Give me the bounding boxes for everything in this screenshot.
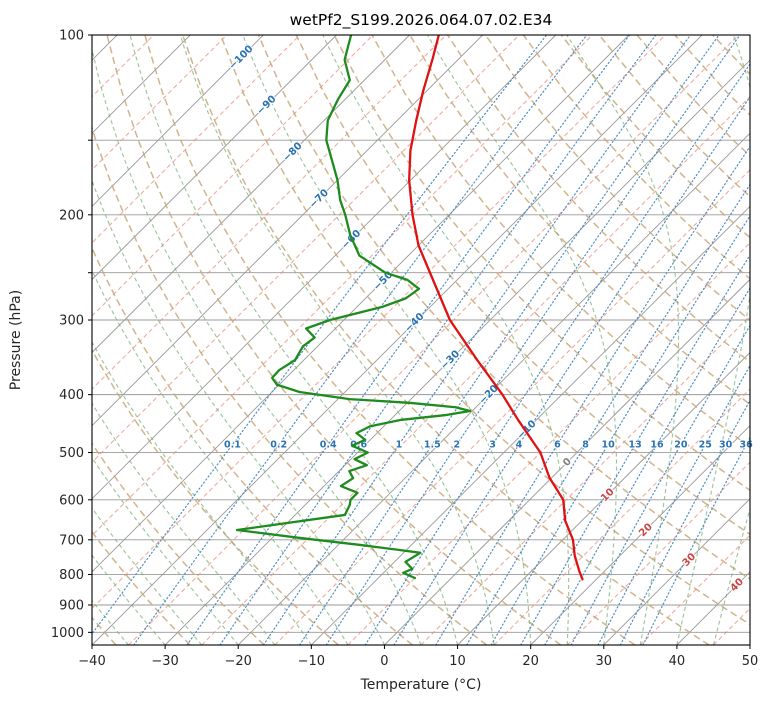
x-axis-label: Temperature (°C) xyxy=(360,677,482,693)
isotherm-minor-lines xyxy=(92,35,750,645)
temperature-curve xyxy=(407,35,584,581)
isotherm-label: −90 xyxy=(255,94,279,118)
y-tick-label: 200 xyxy=(59,208,84,223)
x-tick-label: 0 xyxy=(380,654,388,669)
mixing-ratio-lines xyxy=(92,35,750,645)
chart-title: wetPf2_S199.2026.064.07.02.E34 xyxy=(290,11,553,30)
mixing-ratio-labels: 0.1 0.2 0.4 0.6 1 1.5 2 3 4 6 8 10 13 16 20 25 30 36 xyxy=(223,439,754,452)
x-tick-label: −30 xyxy=(151,654,178,669)
mixing-ratio-label: 16 xyxy=(650,440,664,451)
mixing-ratio-label: 36 xyxy=(739,440,753,451)
mixing-ratio-label: 0.6 xyxy=(350,440,367,451)
mixing-ratio-label: 13 xyxy=(628,440,641,451)
mixing-ratio-label: 10 xyxy=(601,440,615,451)
y-tick-label: 800 xyxy=(59,568,84,583)
x-axis-tick-labels: −40 −30 −20 −10 0 10 20 30 40 50 xyxy=(78,654,758,669)
x-tick-label: −20 xyxy=(225,654,252,669)
y-axis-label: Pressure (hPa) xyxy=(8,290,24,390)
y-tick-label: 900 xyxy=(59,599,84,614)
mixing-ratio-label: 0.4 xyxy=(320,440,337,451)
y-axis-tick-labels: 100 200 300 400 500 600 700 800 900 1000 xyxy=(51,29,84,641)
y-tick-label: 500 xyxy=(59,446,84,461)
dry-adiabats xyxy=(92,35,750,645)
background-lines xyxy=(92,35,750,645)
mixing-ratio-label: 6 xyxy=(554,440,561,451)
x-tick-label: −10 xyxy=(298,654,325,669)
plot-border xyxy=(91,34,751,646)
axes: −40 −30 −20 −10 0 10 20 30 40 5010020030040050060… xyxy=(51,29,758,670)
isotherm-label: −30 xyxy=(439,349,463,373)
x-tick-label: 20 xyxy=(522,654,539,669)
y-axis-ticks xyxy=(88,34,92,633)
x-tick-label: 40 xyxy=(669,654,686,669)
mixing-ratio-label: 1.5 xyxy=(424,440,441,451)
mixing-ratio-label: 20 xyxy=(674,440,688,451)
mixing-ratio-label: 4 xyxy=(516,440,523,451)
mixing-ratio-label: 2 xyxy=(453,440,460,451)
isotherm-label: −70 xyxy=(307,187,331,211)
moist-adiabats xyxy=(92,35,750,645)
x-tick-label: 30 xyxy=(596,654,613,669)
mixing-ratio-label: 25 xyxy=(699,440,712,451)
mixing-ratio-label: 3 xyxy=(489,440,496,451)
x-tick-label: 50 xyxy=(742,654,759,669)
sounding-profiles xyxy=(235,35,584,581)
mixing-ratio-label: 8 xyxy=(582,440,589,451)
y-tick-label: 100 xyxy=(59,29,84,44)
x-tick-label: −40 xyxy=(78,654,105,669)
y-tick-label: 300 xyxy=(59,314,84,329)
y-tick-label: 600 xyxy=(59,493,84,508)
mixing-ratio-label: 0.1 xyxy=(224,440,241,451)
mixing-ratio-label: 0.2 xyxy=(270,440,287,451)
isotherm-label: 20 xyxy=(637,522,655,540)
y-tick-label: 1000 xyxy=(51,626,84,641)
y-tick-label: 400 xyxy=(59,388,84,403)
isotherm-label: 30 xyxy=(681,551,699,569)
y-tick-label: 700 xyxy=(59,533,84,548)
mixing-ratio-label: 1 xyxy=(396,440,403,451)
dewpoint-curve xyxy=(235,35,472,580)
isotherm-label: −80 xyxy=(281,141,305,165)
mixing-ratio-label: 30 xyxy=(719,440,733,451)
x-axis-ticks xyxy=(91,645,751,649)
x-tick-label: 10 xyxy=(449,654,466,669)
